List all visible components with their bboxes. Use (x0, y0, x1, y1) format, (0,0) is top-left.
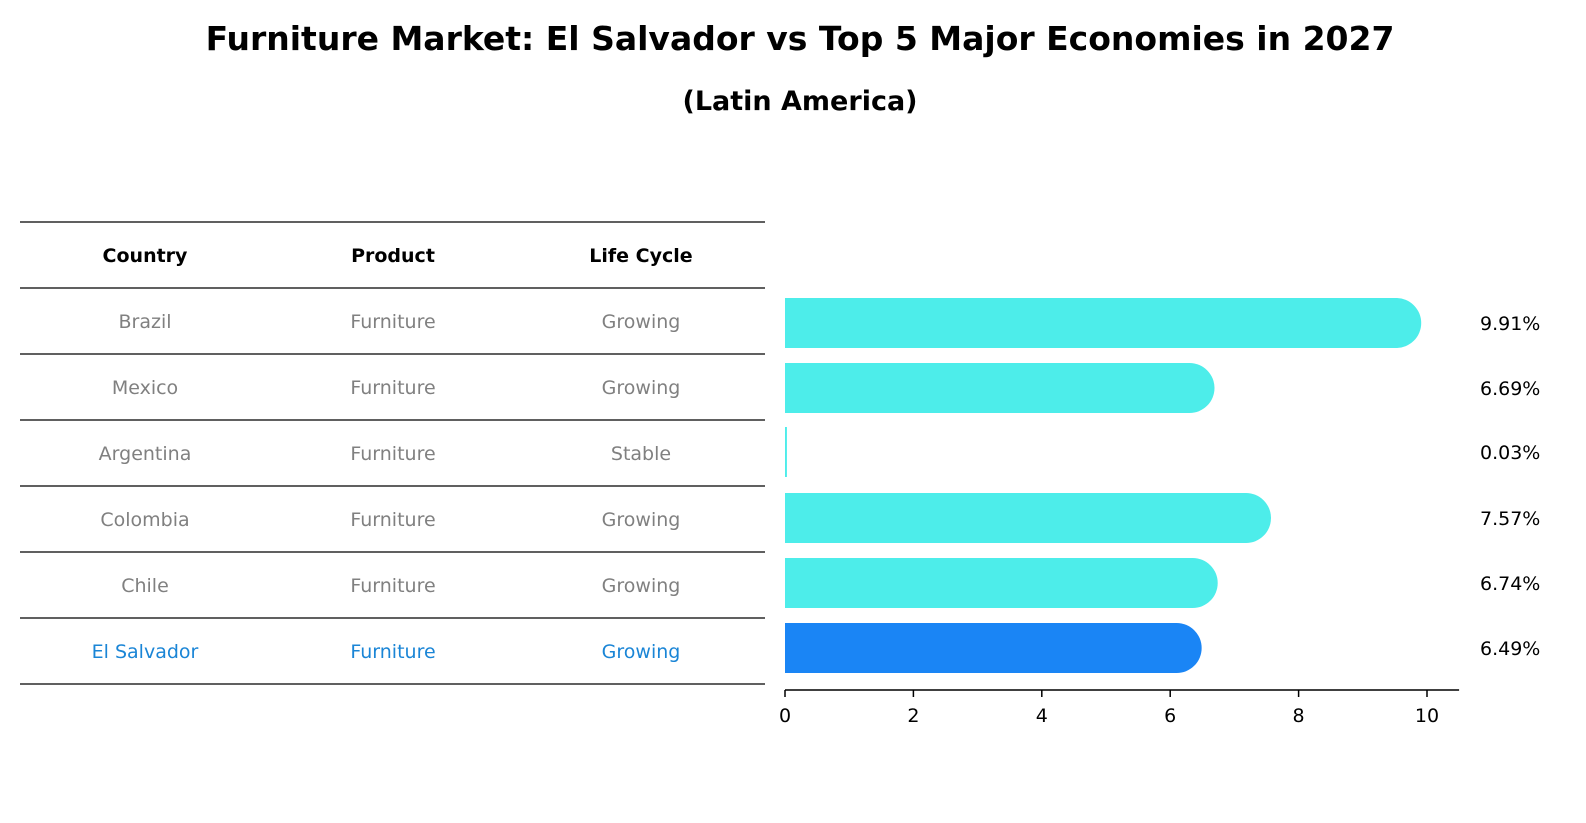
table-cell-country: Mexico (112, 377, 178, 399)
bar-brazil (785, 298, 1422, 348)
bar-base (785, 493, 835, 543)
bar-base (785, 363, 835, 413)
bar-el-salvador (785, 623, 1202, 673)
table-cell-country: Chile (121, 575, 169, 597)
value-label: 7.57% (1480, 508, 1540, 530)
table-cell-life_cycle: Growing (602, 509, 681, 531)
x-tick-label: 6 (1164, 705, 1176, 727)
x-tick-label: 4 (1036, 705, 1048, 727)
table-cell-product: Furniture (350, 641, 435, 663)
bar-base (785, 558, 835, 608)
table-header-1: Product (351, 245, 435, 267)
data-table: Country Product Life Cycle Brazil Furniture G… (20, 221, 765, 685)
value-label: 9.91% (1480, 313, 1540, 335)
bar-mexico (785, 363, 1215, 413)
table-cell-product: Furniture (350, 311, 435, 333)
table-cell-life_cycle: Growing (602, 377, 681, 399)
table-cell-country: Colombia (100, 509, 189, 531)
table-cell-life_cycle: Growing (602, 641, 681, 663)
table-cell-country: Argentina (99, 443, 192, 465)
value-label: 6.74% (1480, 573, 1540, 595)
table-cell-product: Furniture (350, 443, 435, 465)
bar-colombia (785, 493, 1271, 543)
table-cell-country: El Salvador (92, 641, 199, 663)
value-label: 6.49% (1480, 638, 1540, 660)
table-header-2: Life Cycle (589, 245, 692, 267)
table-cell-life_cycle: Stable (611, 443, 671, 465)
x-tick-label: 8 (1293, 705, 1305, 727)
x-tick-label: 2 (907, 705, 919, 727)
bar-base (785, 623, 835, 673)
bar-base (785, 298, 835, 348)
x-tick-label: 10 (1415, 705, 1439, 727)
value-label: 6.69% (1480, 378, 1540, 400)
value-label: 0.03% (1480, 442, 1540, 464)
bar-argentina (785, 427, 787, 477)
chart-title: Furniture Market: El Salvador vs Top 5 M… (206, 19, 1395, 58)
table-header-0: Country (103, 245, 189, 267)
bar-chile (785, 558, 1218, 608)
x-axis: 0 2 4 6 8 10 (779, 689, 1460, 727)
x-tick-label: 0 (779, 705, 791, 727)
table-cell-life_cycle: Growing (602, 575, 681, 597)
table-cell-product: Furniture (350, 509, 435, 531)
chart-subtitle: (Latin America) (682, 86, 917, 117)
value-labels: 9.91% 6.69% 0.03% 7.57% 6.74% 6.49% (1480, 313, 1540, 660)
table-cell-life_cycle: Growing (602, 311, 681, 333)
table-cell-country: Brazil (118, 311, 171, 333)
table-cell-product: Furniture (350, 377, 435, 399)
table-cell-product: Furniture (350, 575, 435, 597)
bar-plot (785, 298, 1422, 673)
